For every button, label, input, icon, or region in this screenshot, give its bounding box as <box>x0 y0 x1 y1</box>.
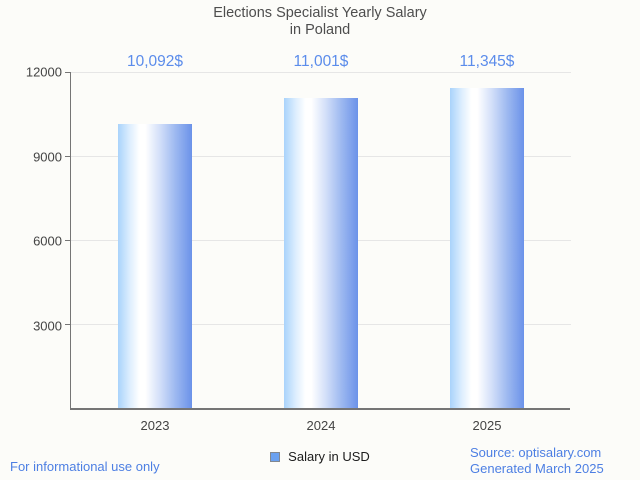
bar-value-label: 11,001$ <box>293 53 349 70</box>
legend-label: Salary in USD <box>288 449 370 464</box>
x-tick-label: 2025 <box>472 418 502 433</box>
gridline <box>71 72 571 73</box>
legend: Salary in USD <box>0 449 640 464</box>
bar-value-label: 11,345$ <box>459 53 515 70</box>
y-axis-tick <box>65 72 70 73</box>
salary-bar[interactable] <box>118 123 192 408</box>
x-tick-label: 2023 <box>140 418 170 433</box>
chart-title: Elections Specialist Yearly Salary in Po… <box>0 5 640 39</box>
y-axis-tick <box>65 324 70 325</box>
y-axis-tick <box>65 240 70 241</box>
y-tick-label: 12000 <box>25 64 62 80</box>
chart-title-line2: in Poland <box>289 22 351 38</box>
y-tick-label: 3000 <box>33 318 62 333</box>
source-line2: Generated March 2025 <box>470 461 604 476</box>
salary-bar[interactable] <box>284 98 358 408</box>
y-axis-labels: 12000 9000 6000 3000 <box>0 65 62 410</box>
y-axis-tick <box>65 156 70 157</box>
y-tick-label: 6000 <box>33 233 62 249</box>
chart-title-line1: Elections Specialist Yearly Salary <box>213 5 427 21</box>
source-line1: Source: optisalary.com <box>470 445 602 460</box>
salary-bar[interactable] <box>450 88 524 408</box>
legend-swatch-icon <box>270 451 281 462</box>
y-tick-label: 9000 <box>33 149 62 164</box>
x-tick-label: 2024 <box>306 418 336 433</box>
bar-value-label: 10,092$ <box>126 53 184 70</box>
plot-area: 10,092$ 11,001$ 11,345$ 2023 2024 2025 <box>65 53 571 433</box>
disclaimer-text: For informational use only <box>10 459 160 474</box>
source-attribution: Source: optisalary.com Generated March 2… <box>470 445 604 477</box>
